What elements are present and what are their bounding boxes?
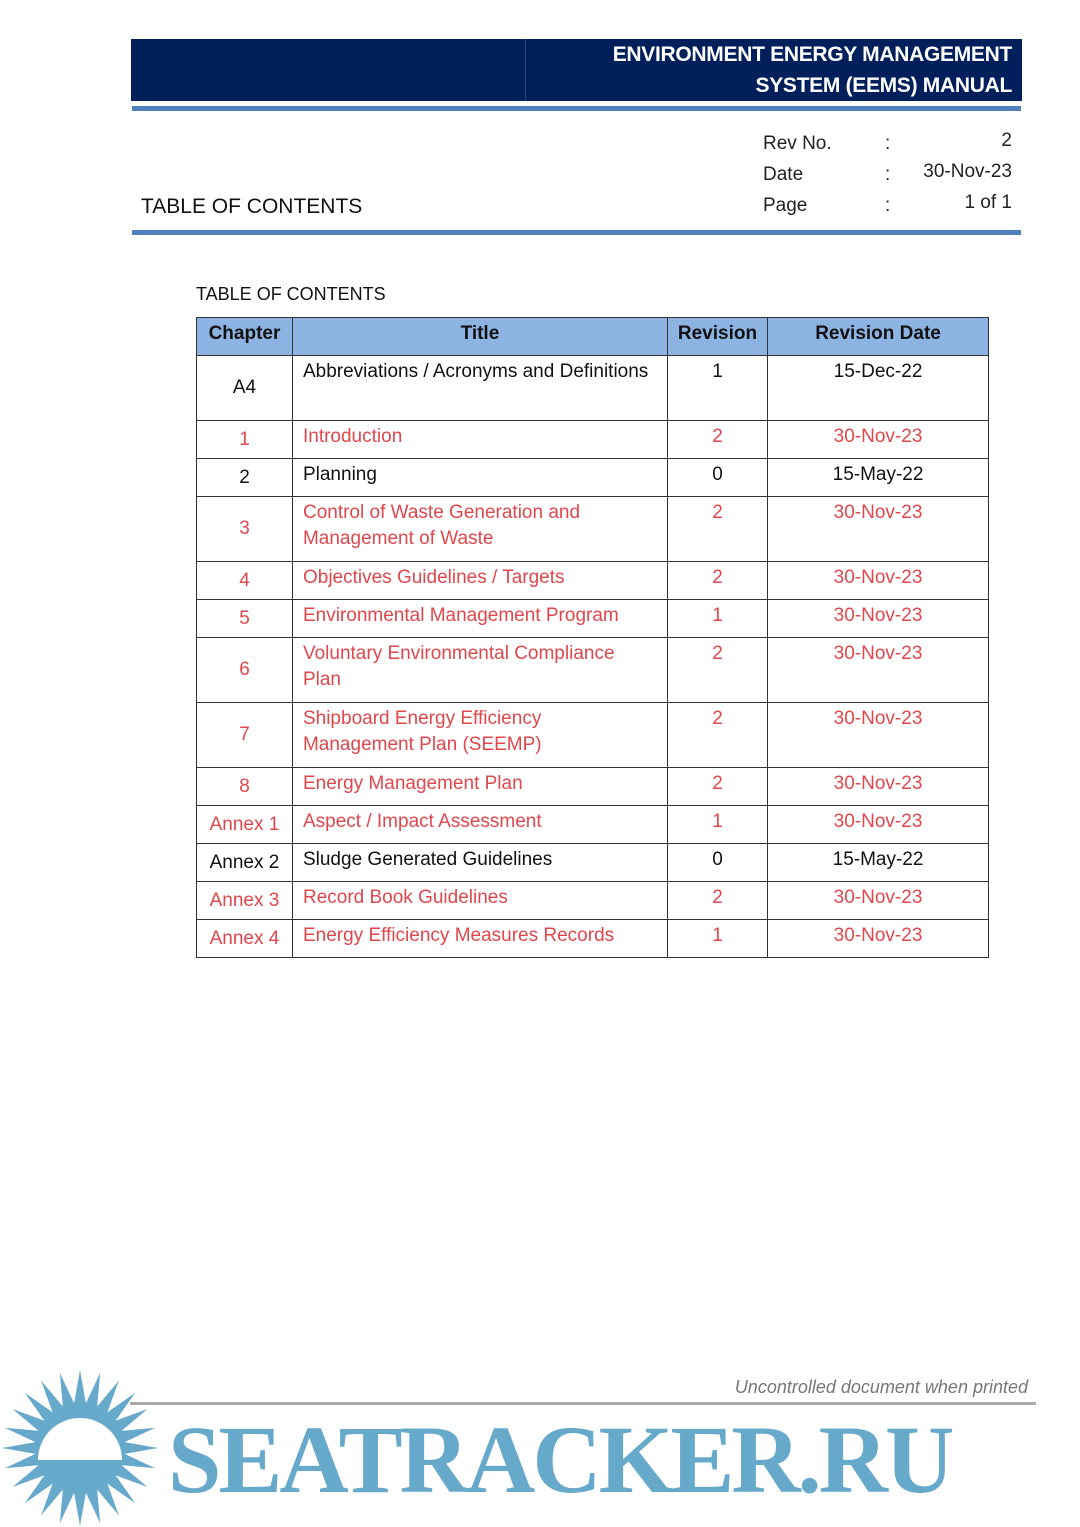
table-row: 2 Planning 0 15-May-22 <box>196 458 989 497</box>
title-cell: Planning <box>291 458 668 497</box>
toc-table: Chapter Title Revision Revision Date A4 A… <box>196 317 989 958</box>
revision-cell: 2 <box>666 767 769 806</box>
revision-cell: 0 <box>666 843 769 882</box>
header-rule-bottom <box>132 230 1021 235</box>
chapter-cell: 7 <box>196 702 293 768</box>
table-row: 5 Environmental Management Program 1 30-Nov… <box>196 599 989 638</box>
page-sep: : <box>885 195 891 216</box>
title-cell: Aspect / Impact Assessment <box>291 805 668 844</box>
banner-divider <box>525 39 526 101</box>
title-cell: Abbreviations / Acronyms and Definitions <box>291 355 668 421</box>
table-row: Annex 4 Energy Efficiency Measures Record… <box>196 919 989 958</box>
col-title: Title <box>291 317 668 356</box>
revision-cell: 2 <box>666 420 769 459</box>
revision-date-cell: 30-Nov-23 <box>767 919 989 958</box>
date-label: Date <box>763 164 804 185</box>
revision-cell: 1 <box>666 805 769 844</box>
revision-cell: 2 <box>666 496 769 562</box>
revision-cell: 1 <box>666 599 769 638</box>
revision-date-cell: 30-Nov-23 <box>767 805 989 844</box>
table-row: 1 Introduction 2 30-Nov-23 <box>196 420 989 459</box>
revision-cell: 0 <box>666 458 769 497</box>
footer-rule <box>130 1402 1036 1405</box>
revision-date-cell: 30-Nov-23 <box>767 637 989 703</box>
col-revision: Revision <box>666 317 769 356</box>
col-chapter: Chapter <box>196 317 293 356</box>
revision-cell: 2 <box>666 637 769 703</box>
revision-cell: 1 <box>666 919 769 958</box>
revision-cell: 2 <box>666 702 769 768</box>
title-cell: Control of Waste Generation and Manageme… <box>291 496 668 562</box>
date-sep: : <box>885 164 891 185</box>
title-cell: Sludge Generated Guidelines <box>291 843 668 882</box>
chapter-cell: 1 <box>196 420 293 459</box>
revision-date-cell: 15-May-22 <box>767 843 989 882</box>
revision-date-cell: 15-May-22 <box>767 458 989 497</box>
watermark-logo: SEATRACKER.RU <box>168 1406 954 1513</box>
manual-title-line1: ENVIRONMENT ENERGY MANAGEMENT <box>612 43 1013 66</box>
title-cell: Record Book Guidelines <box>291 881 668 920</box>
revision-cell: 2 <box>666 561 769 600</box>
chapter-cell: Annex 4 <box>196 919 293 958</box>
chapter-cell: Annex 3 <box>196 881 293 920</box>
chapter-cell: 6 <box>196 637 293 703</box>
date-value: 30-Nov-23 <box>923 161 1012 182</box>
revision-date-cell: 30-Nov-23 <box>767 881 989 920</box>
chapter-cell: Annex 1 <box>196 805 293 844</box>
toc-label: TABLE OF CONTENTS <box>196 284 386 304</box>
chapter-cell: 4 <box>196 561 293 600</box>
manual-title: ENVIRONMENT ENERGY MANAGEMENT SYSTEM (EE… <box>612 39 1013 101</box>
revision-date-cell: 30-Nov-23 <box>767 767 989 806</box>
chapter-cell: 2 <box>196 458 293 497</box>
uncontrolled-note: Uncontrolled document when printed <box>734 1377 1028 1397</box>
revision-cell: 2 <box>666 881 769 920</box>
revision-date-cell: 30-Nov-23 <box>767 561 989 600</box>
rev-no-sep: : <box>885 133 891 154</box>
chapter-cell: 3 <box>196 496 293 562</box>
table-header-row: Chapter Title Revision Revision Date <box>196 317 989 356</box>
header-rule-top <box>132 106 1021 111</box>
table-row: 6 Voluntary Environmental Compliance Plan… <box>196 637 989 703</box>
doc-title: TABLE OF CONTENTS <box>141 195 363 218</box>
table-row: Annex 2 Sludge Generated Guidelines 0 15-Ma… <box>196 843 989 882</box>
revision-date-cell: 15-Dec-22 <box>767 355 989 421</box>
title-cell: Energy Efficiency Measures Records <box>291 919 668 958</box>
sun-logo-icon <box>2 1370 158 1525</box>
rev-no-value: 2 <box>1001 130 1012 151</box>
page-label: Page <box>763 195 808 216</box>
table-row: 8 Energy Management Plan 2 30-Nov-23 <box>196 767 989 806</box>
rev-no-label: Rev No. <box>763 133 832 154</box>
chapter-cell: 5 <box>196 599 293 638</box>
title-cell: Objectives Guidelines / Targets <box>291 561 668 600</box>
chapter-cell: A4 <box>196 355 293 421</box>
title-cell: Environmental Management Program <box>291 599 668 638</box>
table-row: 3 Control of Waste Generation and Managem… <box>196 496 989 562</box>
title-cell: Shipboard Energy Efficiency Management P… <box>291 702 668 768</box>
table-row: Annex 1 Aspect / Impact Assessment 1 30-Nov… <box>196 805 989 844</box>
revision-date-cell: 30-Nov-23 <box>767 496 989 562</box>
header-banner: ENVIRONMENT ENERGY MANAGEMENT SYSTEM (EE… <box>131 39 1022 101</box>
title-cell: Voluntary Environmental Compliance Plan <box>291 637 668 703</box>
revision-date-cell: 30-Nov-23 <box>767 599 989 638</box>
page-value: 1 of 1 <box>964 192 1012 213</box>
chapter-cell: 8 <box>196 767 293 806</box>
col-revision-date: Revision Date <box>767 317 989 356</box>
revision-date-cell: 30-Nov-23 <box>767 420 989 459</box>
revision-cell: 1 <box>666 355 769 421</box>
chapter-cell: Annex 2 <box>196 843 293 882</box>
revision-date-cell: 30-Nov-23 <box>767 702 989 768</box>
table-row: 7 Shipboard Energy Efficiency Management … <box>196 702 989 768</box>
title-cell: Energy Management Plan <box>291 767 668 806</box>
table-row: A4 Abbreviations / Acronyms and Definitio… <box>196 355 989 421</box>
table-row: Annex 3 Record Book Guidelines 2 30-Nov-23 <box>196 881 989 920</box>
title-cell: Introduction <box>291 420 668 459</box>
table-row: 4 Objectives Guidelines / Targets 2 30-Nov-… <box>196 561 989 600</box>
manual-title-line2: SYSTEM (EEMS) MANUAL <box>755 74 1012 97</box>
